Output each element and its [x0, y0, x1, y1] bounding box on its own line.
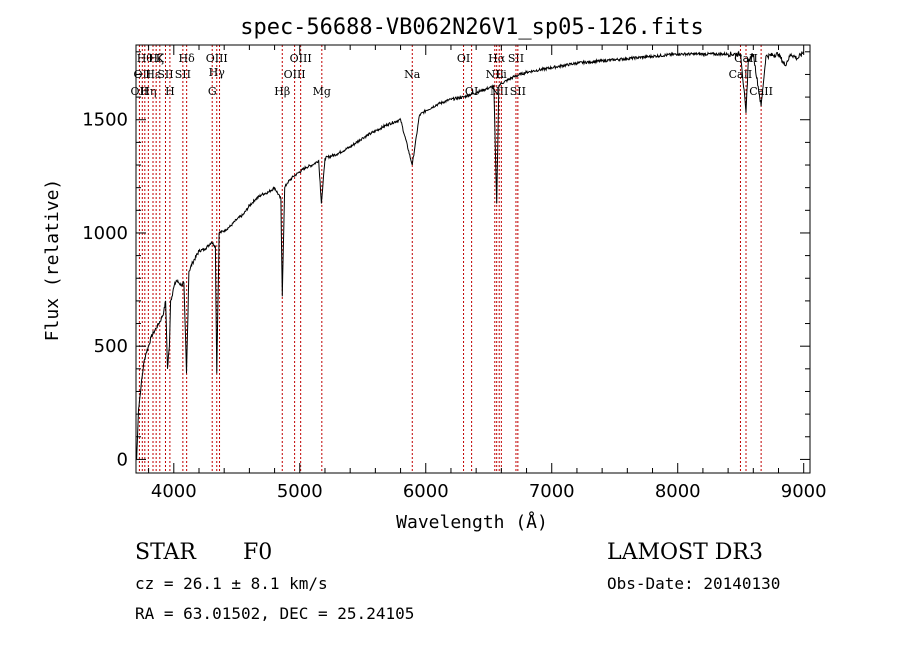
marker-label: CaII — [749, 85, 773, 98]
marker-label: SII — [510, 85, 526, 98]
x-tick-label: 4000 — [151, 481, 197, 502]
obs-date: Obs-Date: 20140130 — [607, 574, 781, 593]
marker-label: OIII — [290, 52, 312, 65]
x-axis-label: Wavelength (Å) — [396, 511, 548, 533]
object-subclass: F0 — [243, 540, 273, 565]
marker-label: CaII — [729, 68, 753, 81]
x-tick-label: 9000 — [781, 481, 827, 502]
x-tick-label: 6000 — [403, 481, 449, 502]
marker-label: OII — [133, 68, 151, 81]
x-tick-label: 5000 — [277, 481, 323, 502]
marker-label: SII — [508, 52, 524, 65]
marker-label: SII — [157, 68, 173, 81]
redshift-value: cz = 26.1 ± 8.1 km/s — [135, 574, 328, 593]
y-tick-label: 500 — [94, 336, 128, 357]
spectrum-line — [136, 50, 805, 460]
coordinates: RA = 63.01502, DEC = 25.24105 — [135, 604, 415, 623]
chart-title: spec-56688-VB062N26V1_sp05-126.fits — [240, 15, 704, 40]
marker-label: Hγ — [209, 66, 226, 79]
marker-label: SII — [175, 68, 191, 81]
y-axis-label: Flux (relative) — [42, 179, 63, 342]
marker-label: Hη — [140, 85, 156, 98]
marker-label: H — [165, 85, 175, 98]
y-tick-label: 1000 — [82, 223, 128, 244]
marker-label: OI — [457, 52, 470, 65]
x-tick-label: 8000 — [655, 481, 701, 502]
object-class: STAR — [135, 540, 196, 565]
marker-label: OII — [131, 85, 149, 98]
plot-frame — [135, 44, 811, 474]
spectral-line-markers: OIIOIIHθHηHεHζKSIIHSIIHδGOIIIHγHβOIIIOII… — [131, 45, 773, 473]
marker-label: K — [156, 52, 165, 65]
survey-name: LAMOST DR3 — [607, 540, 763, 565]
x-axis: 4000 5000 6000 7000 8000 9000 — [148, 45, 827, 502]
marker-label: Hδ — [179, 52, 196, 65]
marker-label: Hε — [145, 68, 161, 81]
marker-label: Hβ — [274, 85, 290, 98]
marker-label: OIII — [206, 52, 228, 65]
marker-label: OIII — [284, 68, 306, 81]
y-tick-label: 1500 — [82, 110, 128, 131]
marker-label: Hα — [488, 52, 506, 65]
marker-label: Hθ — [137, 52, 154, 65]
marker-label: G — [208, 85, 217, 98]
marker-label: Mg — [313, 85, 331, 98]
marker-label: Li — [496, 68, 507, 81]
x-tick-label: 7000 — [529, 481, 575, 502]
y-axis: 0 500 1000 1500 — [82, 51, 810, 470]
spectrum-series — [136, 50, 805, 460]
y-tick-label: 0 — [117, 449, 128, 470]
marker-label: Na — [404, 68, 421, 81]
